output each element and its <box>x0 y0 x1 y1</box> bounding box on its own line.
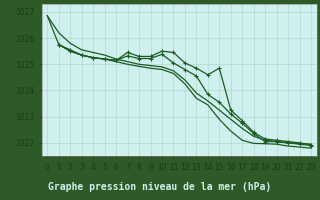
Text: Graphe pression niveau de la mer (hPa): Graphe pression niveau de la mer (hPa) <box>48 182 272 192</box>
